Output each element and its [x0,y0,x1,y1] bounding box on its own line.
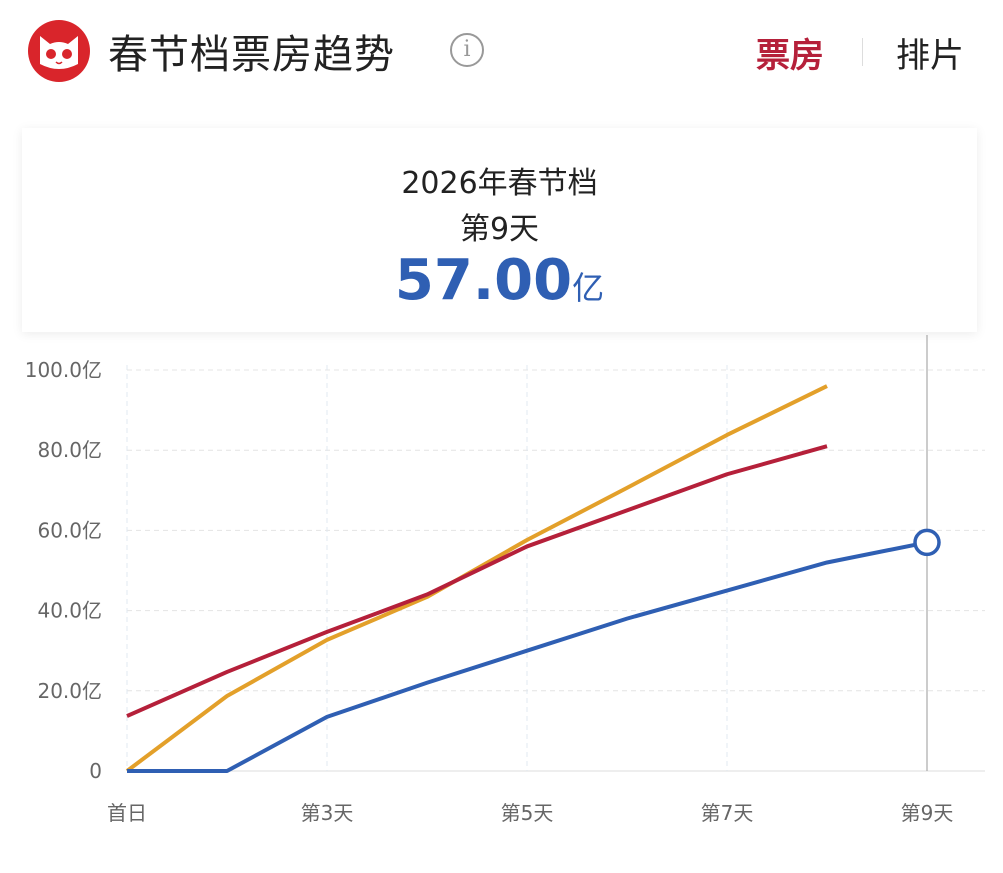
x-tick-label: 首日 [107,801,147,825]
period-label: 2026年春节档 [401,166,598,201]
cat-logo [28,20,90,82]
tab-screenings[interactable]: 排片 [896,36,964,76]
summary-card: 2026年春节档 第9天 57.00亿 [22,128,977,332]
y-tick-label: 0 [89,759,102,783]
y-tick-label: 100.0亿 [25,358,102,382]
series-line-1 [126,444,828,718]
day-label: 第9天 [459,212,540,247]
x-tick-label: 第5天 [501,801,554,825]
box-office-value: 57.00亿 [22,248,977,313]
series-line-0 [125,384,828,773]
series-line-2 [127,540,928,773]
highlight-point [913,528,941,557]
value-unit: 亿 [572,269,605,307]
page-title: 春节档票房趋势 [108,32,395,78]
y-tick-label: 40.0亿 [37,599,102,623]
x-tick-label: 第3天 [301,801,354,825]
y-tick-label: 80.0亿 [37,438,102,462]
header: 春节档票房趋势 i 票房 排片 [0,0,1003,100]
value-number: 57.00 [394,248,573,313]
y-tick-label: 20.0亿 [37,679,102,703]
tab-divider [862,38,863,66]
info-icon[interactable]: i [450,33,484,67]
x-tick-label: 第9天 [901,801,954,825]
tab-box-office[interactable]: 票房 [756,36,824,76]
y-tick-label: 60.0亿 [37,518,102,542]
x-tick-label: 第7天 [701,801,754,825]
